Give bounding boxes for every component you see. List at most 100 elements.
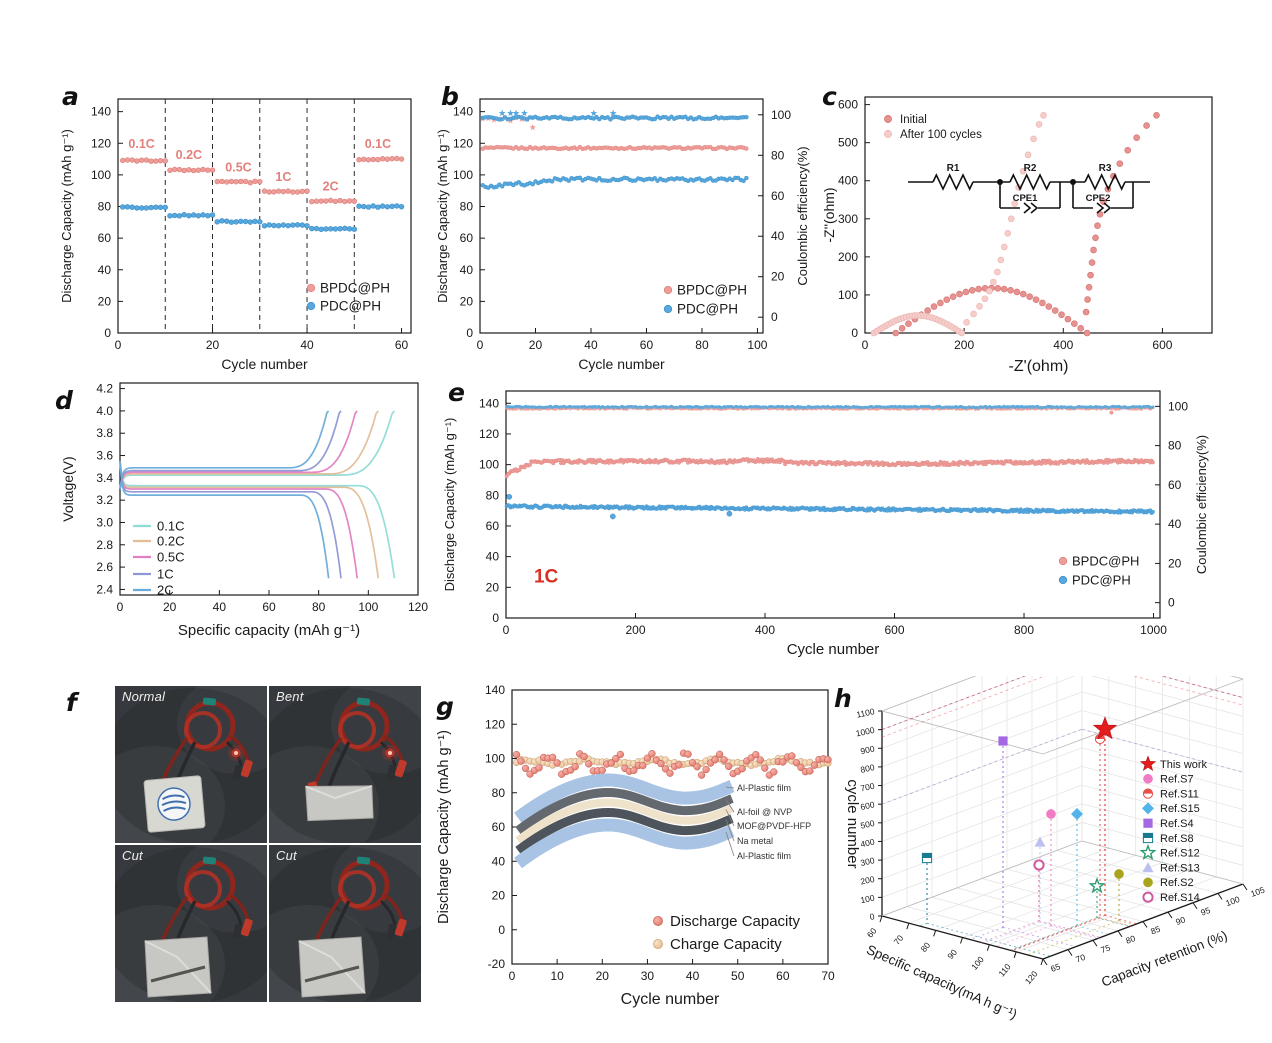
- svg-text:60: 60: [1168, 478, 1182, 492]
- svg-text:85: 85: [1149, 924, 1162, 937]
- panel-letter-e: e: [448, 378, 465, 407]
- svg-text:20: 20: [486, 580, 500, 594]
- svg-text:60: 60: [395, 338, 409, 352]
- long-cycling-chart: 0 200 400 600 800 100002040608010012014002040…: [442, 390, 1209, 658]
- svg-text:40: 40: [486, 550, 500, 564]
- svg-text:2.8: 2.8: [96, 538, 113, 552]
- svg-text:50: 50: [731, 969, 745, 983]
- svg-text:80: 80: [98, 200, 112, 214]
- svg-text:Capacity retention (%): Capacity retention (%): [1099, 928, 1229, 990]
- svg-text:MOF@PVDF-HFP: MOF@PVDF-HFP: [737, 821, 811, 831]
- svg-text:110: 110: [996, 961, 1013, 978]
- panel-e-long-cycling: 0 200 400 600 800 1000 0 20 40 60 80 100 120 140 0 20 40…: [438, 373, 1232, 671]
- svg-text:100: 100: [1224, 894, 1241, 908]
- svg-text:1000: 1000: [855, 725, 876, 739]
- svg-text:10: 10: [550, 969, 564, 983]
- svg-text:20: 20: [163, 600, 177, 614]
- svg-text:400: 400: [859, 837, 875, 850]
- svg-text:700: 700: [859, 781, 875, 794]
- svg-text:200: 200: [954, 338, 974, 352]
- svg-text:cycle number: cycle number: [844, 779, 861, 868]
- svg-text:600: 600: [1152, 338, 1172, 352]
- panel-letter-f: f: [66, 688, 77, 717]
- svg-text:0: 0: [477, 338, 484, 352]
- svg-text:Specific capacity(mA h g⁻¹): Specific capacity(mA h g⁻¹): [864, 942, 1019, 1022]
- svg-text:20: 20: [1168, 556, 1182, 570]
- svg-text:Coulombic efficiency(%): Coulombic efficiency(%): [795, 146, 810, 285]
- svg-text:Cycle number: Cycle number: [578, 356, 665, 372]
- svg-text:0: 0: [115, 338, 122, 352]
- svg-text:20: 20: [596, 969, 610, 983]
- svg-text:70: 70: [1074, 952, 1087, 965]
- panel-g-pouch-cycling: 0 10 20 30 40 50 60 70 -20 0 20 40 60 80 100 120 140 Cycl…: [430, 678, 837, 1030]
- svg-text:20: 20: [98, 294, 112, 308]
- svg-text:R1: R1: [947, 163, 960, 174]
- panel-letter-c: c: [822, 82, 837, 111]
- svg-text:Discharge Capacity (mAh g⁻¹): Discharge Capacity (mAh g⁻¹): [435, 129, 450, 303]
- svg-text:Al-foil @ NVP: Al-foil @ NVP: [737, 807, 792, 817]
- panel-b-cycling-100: 0 20 40 60 80 100 0 20 40 60 80 100 120 140 0 20 40 60 80 1…: [433, 85, 825, 385]
- svg-text:200: 200: [838, 250, 858, 264]
- svg-text:100: 100: [479, 458, 499, 472]
- svg-text:3.2: 3.2: [96, 493, 113, 507]
- svg-text:40: 40: [492, 854, 506, 868]
- svg-text:1C: 1C: [275, 170, 291, 184]
- svg-text:Ref.S8: Ref.S8: [1160, 833, 1194, 845]
- svg-text:Initial: Initial: [900, 114, 927, 126]
- svg-text:75: 75: [1099, 942, 1112, 955]
- photo-label-normal: Normal: [122, 689, 166, 704]
- svg-text:105: 105: [1249, 885, 1266, 899]
- svg-text:Discharge Capacity (mAh g⁻¹): Discharge Capacity (mAh g⁻¹): [59, 129, 74, 303]
- svg-text:0: 0: [862, 338, 869, 352]
- cycling-chart-100: 0 20 40 60 80 100 0 20 40 60 80 100 120 140 0 20 40 60 80 1…: [435, 98, 810, 372]
- svg-text:CPE1: CPE1: [1013, 193, 1039, 204]
- pouch-cell-photo: [115, 686, 267, 843]
- svg-text:60: 60: [776, 969, 790, 983]
- svg-text:95: 95: [1199, 905, 1212, 918]
- svg-text:70: 70: [892, 933, 906, 947]
- svg-text:Ref.S2: Ref.S2: [1160, 877, 1194, 889]
- svg-text:30: 30: [641, 969, 655, 983]
- svg-text:80: 80: [492, 786, 506, 800]
- svg-text:4.2: 4.2: [96, 382, 113, 396]
- svg-text:PDC@PH: PDC@PH: [320, 299, 381, 314]
- svg-text:80: 80: [486, 488, 500, 502]
- svg-text:BPDC@PH: BPDC@PH: [677, 283, 747, 298]
- svg-text:65: 65: [1049, 961, 1062, 974]
- svg-text:R3: R3: [1099, 163, 1112, 174]
- svg-text:500: 500: [859, 818, 875, 831]
- svg-text:2.6: 2.6: [96, 560, 113, 574]
- svg-text:PDC@PH: PDC@PH: [677, 302, 738, 317]
- svg-text:80: 80: [1124, 933, 1137, 946]
- svg-text:100: 100: [358, 600, 378, 614]
- svg-text:0.2C: 0.2C: [157, 534, 184, 549]
- svg-text:1C: 1C: [534, 567, 559, 588]
- panel-d-voltage-profiles: 0 20 40 60 80 100 120 2.4 2.6 2.8 3.0 3.2 3.4 3.6 3.8 4…: [55, 373, 437, 668]
- svg-text:20: 20: [771, 270, 785, 284]
- svg-text:100: 100: [91, 168, 111, 182]
- svg-text:40: 40: [771, 229, 785, 243]
- svg-text:500: 500: [838, 136, 858, 150]
- svg-text:0: 0: [492, 611, 499, 625]
- svg-text:2C: 2C: [157, 583, 174, 598]
- svg-text:Specific capacity (mAh g⁻¹): Specific capacity (mAh g⁻¹): [178, 622, 360, 639]
- svg-text:120: 120: [485, 717, 505, 731]
- svg-text:100: 100: [747, 338, 767, 352]
- pouch-cell-photo: [115, 845, 267, 1002]
- svg-text:Voltage(V): Voltage(V): [60, 456, 76, 521]
- svg-text:400: 400: [838, 174, 858, 188]
- svg-text:120: 120: [1023, 969, 1040, 987]
- svg-text:Discharge Capacity (mAh g⁻¹): Discharge Capacity (mAh g⁻¹): [442, 418, 457, 592]
- svg-text:40: 40: [98, 263, 112, 277]
- svg-text:40: 40: [213, 600, 227, 614]
- svg-text:80: 80: [771, 148, 785, 162]
- panel-letter-g: g: [436, 692, 454, 721]
- svg-text:100: 100: [859, 892, 875, 905]
- svg-text:0: 0: [498, 923, 505, 937]
- svg-text:Ref.S7: Ref.S7: [1160, 774, 1194, 786]
- svg-text:0.5C: 0.5C: [225, 161, 251, 175]
- svg-text:60: 60: [771, 189, 785, 203]
- svg-text:Ref.S14: Ref.S14: [1160, 892, 1200, 904]
- svg-text:Ref.S4: Ref.S4: [1160, 818, 1194, 830]
- svg-text:80: 80: [1168, 439, 1182, 453]
